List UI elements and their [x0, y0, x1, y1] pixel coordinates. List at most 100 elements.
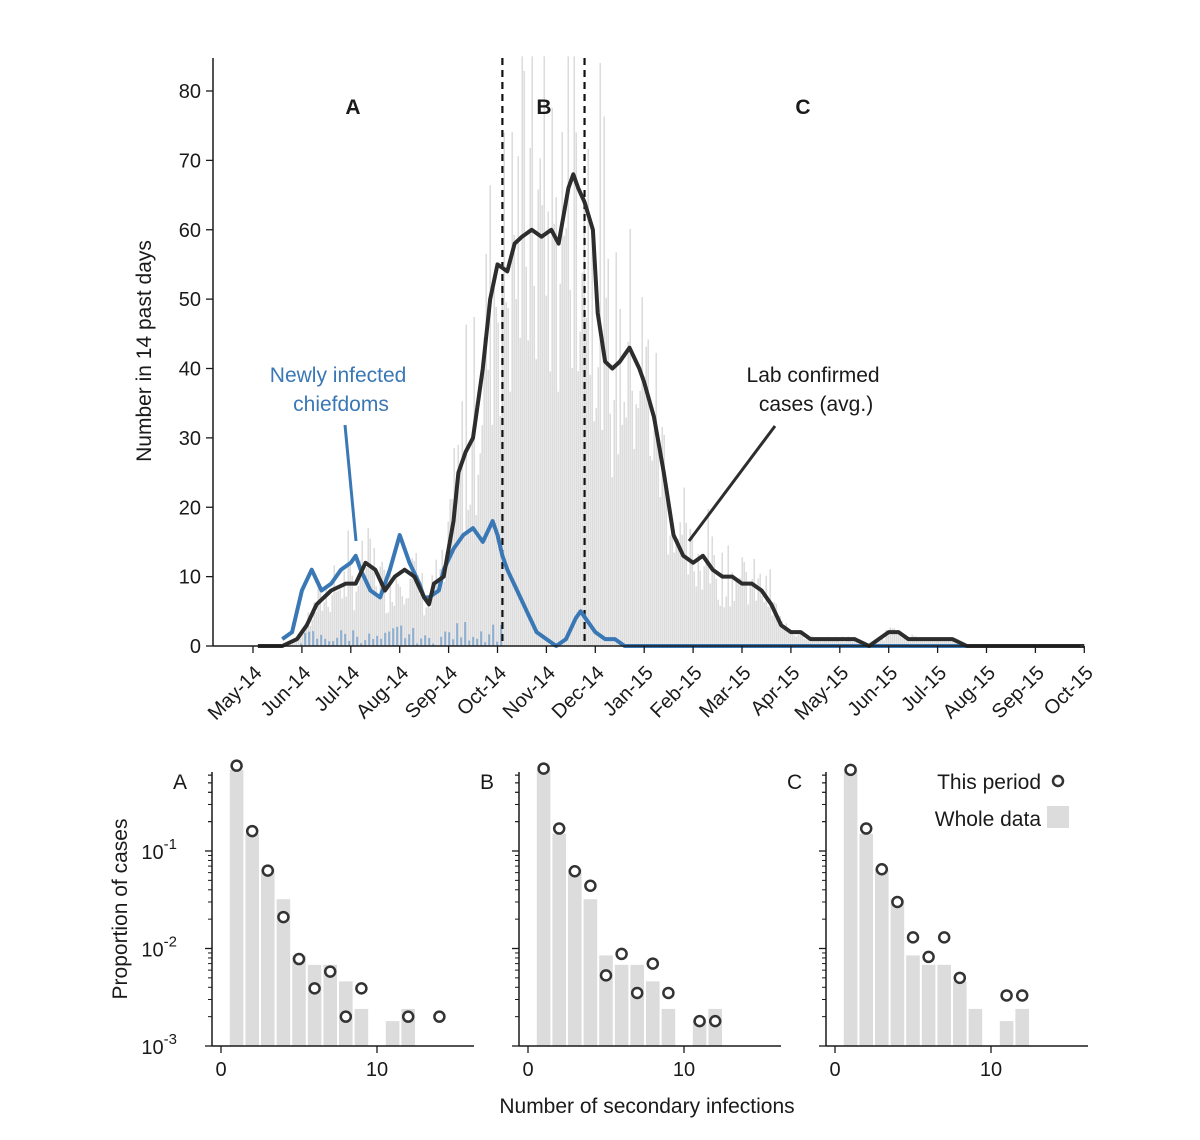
chiefdoms-annotation-pointer	[343, 424, 358, 542]
x-tick-label: Sep-15	[988, 662, 1049, 723]
panel-letter: B	[480, 771, 494, 794]
daily-case-bar	[769, 569, 772, 646]
this-period-marker	[584, 879, 597, 893]
daily-case-bar	[537, 189, 540, 646]
daily-case-bar	[899, 633, 902, 646]
daily-case-bar	[477, 474, 480, 646]
daily-case-bar	[891, 628, 894, 646]
daily-case-bar	[495, 306, 498, 646]
daily-case-bar	[697, 554, 700, 646]
daily-chiefdom-bar	[492, 624, 495, 646]
daily-case-bar	[377, 596, 380, 646]
this-period-marker	[1015, 989, 1029, 1002]
daily-case-bar	[291, 641, 294, 646]
daily-case-bar	[609, 413, 612, 646]
daily-case-bar	[493, 288, 496, 646]
daily-case-bar	[319, 586, 322, 646]
daily-case-bar	[591, 229, 594, 646]
daily-case-bar	[359, 560, 362, 646]
daily-case-bar	[679, 522, 682, 646]
daily-case-bar	[513, 234, 516, 646]
daily-case-bar	[337, 590, 340, 646]
daily-case-bar	[613, 399, 616, 646]
daily-case-bar	[621, 424, 624, 646]
panel-y-tick-label: 10-1	[141, 836, 177, 864]
this-period-marker	[1000, 989, 1013, 1002]
daily-case-bar	[817, 638, 820, 646]
daily-chiefdom-bar	[356, 636, 359, 646]
daily-case-bar	[725, 596, 728, 646]
daily-case-bar	[655, 352, 658, 646]
daily-case-bar	[651, 460, 654, 646]
daily-chiefdom-bar	[320, 634, 323, 646]
panel-y-tick-label: 10-3	[141, 1031, 177, 1059]
daily-case-bar	[345, 596, 348, 646]
daily-chiefdom-bar	[428, 637, 431, 646]
daily-chiefdom-bars	[300, 622, 503, 646]
daily-case-bar	[317, 587, 320, 646]
this-period-marker	[953, 971, 967, 985]
daily-case-bar	[421, 573, 424, 646]
daily-case-bar	[921, 640, 924, 646]
daily-case-bar	[401, 596, 404, 646]
daily-case-bar	[409, 578, 412, 646]
daily-case-bar	[529, 147, 532, 647]
daily-case-bar	[885, 629, 888, 646]
daily-case-bar	[933, 641, 936, 646]
x-tick-label: Oct-15	[1040, 662, 1098, 720]
daily-chiefdom-bar	[344, 633, 347, 646]
this-period-marker	[323, 965, 337, 978]
daily-case-bar	[645, 346, 648, 646]
daily-case-bar	[681, 534, 684, 646]
daily-case-bar	[539, 158, 542, 646]
daily-case-bar	[549, 371, 552, 646]
daily-chiefdom-bar	[332, 640, 335, 646]
x-tick-label: Aug-15	[939, 662, 1000, 723]
daily-case-bar	[465, 324, 468, 646]
daily-case-bar	[473, 316, 476, 646]
daily-case-bar	[781, 620, 784, 646]
daily-case-bar	[353, 610, 356, 646]
daily-case-bar	[429, 607, 432, 646]
daily-case-bar	[623, 401, 626, 646]
daily-chiefdom-bar	[416, 643, 419, 646]
daily-case-bar	[469, 504, 472, 646]
daily-case-bar	[333, 565, 336, 646]
daily-case-bar	[599, 63, 602, 647]
daily-case-bar	[937, 639, 940, 646]
daily-chiefdom-bar	[372, 639, 375, 646]
panel-x-tick-label: 10	[980, 1059, 1002, 1081]
daily-case-bar	[501, 282, 504, 646]
daily-case-bar	[509, 391, 512, 646]
daily-case-bar	[293, 639, 296, 646]
daily-case-bar	[941, 640, 944, 646]
daily-case-bar	[563, 235, 566, 646]
daily-case-bar	[357, 586, 360, 646]
daily-case-bar	[707, 509, 710, 646]
daily-case-bar	[637, 408, 640, 646]
legend: This period Whole data	[935, 771, 1069, 831]
daily-case-bar	[489, 185, 492, 646]
daily-case-bar	[299, 632, 302, 646]
daily-case-bar	[399, 586, 402, 646]
daily-case-bar	[669, 535, 672, 646]
y-tick-label: 80	[179, 81, 201, 103]
daily-case-bar	[821, 641, 824, 646]
daily-case-bar	[709, 583, 712, 646]
whole-data-bar	[906, 955, 920, 1046]
daily-case-bar	[845, 640, 848, 646]
daily-case-bar	[543, 56, 546, 646]
daily-chiefdom-bar	[384, 632, 387, 646]
this-period-marker	[646, 957, 660, 970]
daily-chiefdom-bar	[488, 634, 491, 646]
x-tick-label: Dec-14	[548, 662, 609, 723]
daily-case-bar	[389, 565, 392, 646]
daily-case-bar	[339, 589, 342, 646]
y-axis-label: Number in 14 past days	[133, 240, 156, 462]
daily-case-bar	[635, 404, 638, 646]
daily-case-bar	[659, 497, 662, 646]
daily-case-bar	[799, 634, 802, 646]
daily-case-bar	[853, 636, 856, 646]
this-period-marker	[568, 864, 582, 878]
daily-case-bar	[575, 132, 578, 646]
